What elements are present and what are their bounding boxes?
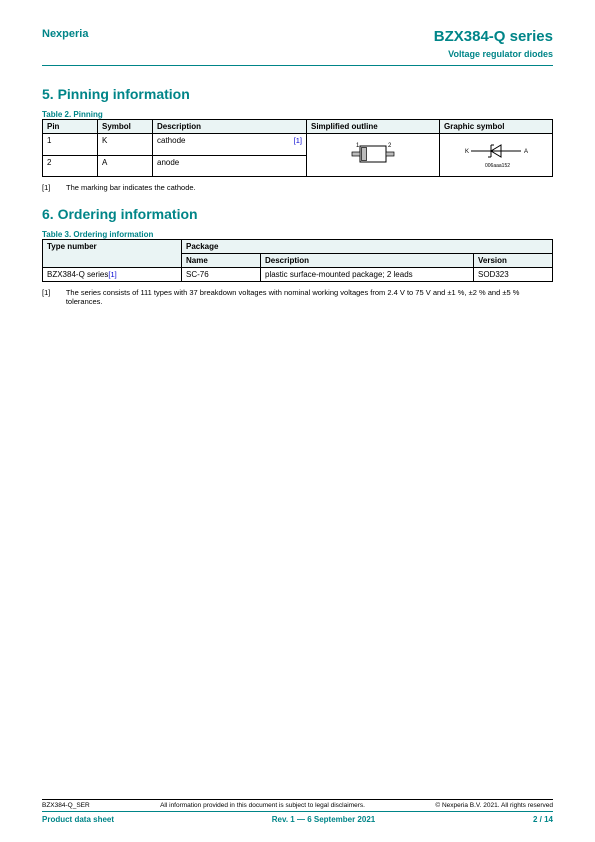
doc-type: Product data sheet [42, 815, 114, 824]
col-outline: Simplified outline [307, 120, 440, 134]
type-ref: [1] [108, 270, 116, 279]
note-ref-1: [1] [294, 136, 302, 145]
col-pin: Pin [43, 120, 98, 134]
symbol-a: A [98, 155, 153, 177]
simplified-outline-diagram: 1 2 [307, 134, 440, 177]
pinning-table: Pin Symbol Description Simplified outlin… [42, 119, 553, 177]
section-6-heading: 6. Ordering information [42, 206, 553, 222]
footnote-num: [1] [42, 183, 58, 192]
desc-cell: plastic surface-mounted package; 2 leads [261, 268, 474, 282]
svg-text:A: A [524, 149, 528, 155]
doc-id: BZX384-Q_SER [42, 802, 90, 809]
version-cell: SOD323 [474, 268, 553, 282]
product-subtitle: Voltage regulator diodes [434, 49, 553, 59]
name-cell: SC-76 [182, 268, 261, 282]
page-num: 2 / 14 [533, 815, 553, 824]
page-footer: BZX384-Q_SER All information provided in… [42, 799, 553, 824]
copyright: © Nexperia B.V. 2021. All rights reserve… [435, 802, 553, 809]
symbol-k: K [98, 134, 153, 156]
col-desc: Description [261, 254, 474, 268]
svg-text:K: K [465, 149, 469, 155]
section-5-heading: 5. Pinning information [42, 86, 553, 102]
section5-footnote: [1] The marking bar indicates the cathod… [42, 183, 553, 192]
product-name: BZX384-Q series [434, 28, 553, 45]
desc-cathode: cathode [157, 136, 185, 145]
col-name: Name [182, 254, 261, 268]
company-name: Nexperia [42, 28, 88, 40]
type-cell: BZX384-Q series[1] [43, 268, 182, 282]
pin-2: 2 [43, 155, 98, 177]
section6-footnote: [1] The series consists of 111 types wit… [42, 288, 553, 306]
table-2-title: Table 2. Pinning [42, 110, 553, 119]
pin-1: 1 [43, 134, 98, 156]
col-graphic: Graphic symbol [440, 120, 553, 134]
revision: Rev. 1 — 6 September 2021 [272, 815, 375, 824]
graphic-symbol-diagram: K A 006aaa152 [440, 134, 553, 177]
footnote-num-6: [1] [42, 288, 58, 306]
footnote-text-6: The series consists of 111 types with 37… [66, 288, 553, 306]
col-type-number: Type number [43, 240, 182, 268]
disclaimer: All information provided in this documen… [160, 802, 365, 809]
col-symbol: Symbol [98, 120, 153, 134]
col-description: Description [153, 120, 307, 134]
desc-anode: anode [153, 155, 307, 177]
col-package: Package [182, 240, 553, 254]
table-3-title: Table 3. Ordering information [42, 230, 553, 239]
graphic-id-label: 006aaa152 [485, 163, 510, 169]
ordering-table: Type number Package Name Description Ver… [42, 239, 553, 282]
page-header: Nexperia BZX384-Q series Voltage regulat… [42, 28, 553, 66]
type-value: BZX384-Q series [47, 270, 108, 279]
footnote-text: The marking bar indicates the cathode. [66, 183, 196, 192]
svg-text:2: 2 [388, 143, 392, 149]
svg-text:1: 1 [356, 143, 360, 149]
col-version: Version [474, 254, 553, 268]
